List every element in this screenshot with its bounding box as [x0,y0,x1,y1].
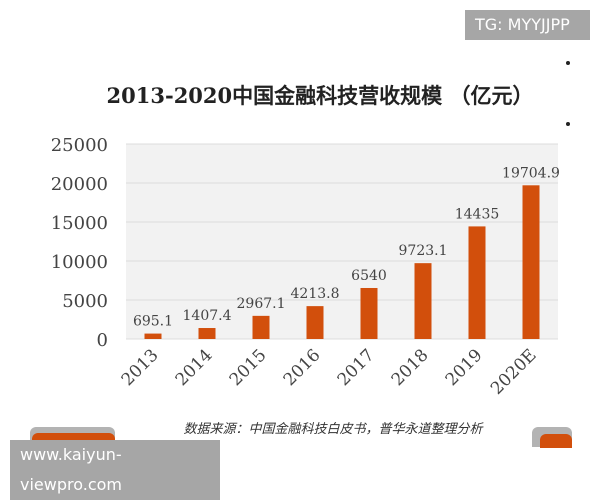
x-tick-label: 2014 [172,345,217,390]
chart-title: 2013-2020中国金融科技营收规模 （亿元） [107,83,534,108]
bar-2019 [468,226,486,339]
value-label: 6540 [351,268,387,284]
value-label: 4213.8 [291,286,340,302]
x-tick-label: 2017 [334,345,379,390]
x-tick-label: 2013 [118,345,163,390]
x-tick-label: 2019 [442,345,487,390]
bullet-dot [566,122,570,126]
bar-2020E [522,185,540,339]
y-tick-label: 0 [97,330,108,351]
x-tick-label: 2020E [487,345,541,399]
bar-2014 [198,328,216,339]
y-tick-label: 5000 [62,291,108,312]
value-label: 2967.1 [237,296,286,312]
bar-2017 [360,287,378,339]
bar-2013 [144,333,162,339]
y-tick-label: 15000 [51,213,108,234]
decoration-tab [540,434,572,448]
y-tick-label: 20000 [51,174,108,195]
value-label: 19704.9 [502,165,560,181]
bar-2015 [252,315,270,339]
x-tick-label: 2015 [226,345,271,390]
value-label: 695.1 [133,314,173,330]
bar-chart: 2013-2020中国金融科技营收规模 （亿元） 695.1 1407.4 2967… [51,83,560,437]
watermark-bottom: www.kaiyun-viewpro.com [10,440,220,500]
bar-2018 [414,263,432,339]
value-label: 1407.4 [183,308,232,324]
y-tick-label: 10000 [51,252,108,273]
y-tick-label: 25000 [51,135,108,156]
bullet-dot [566,61,570,65]
x-tick-label: 2018 [388,345,433,390]
value-label: 9723.1 [399,243,448,259]
plot-area [126,144,558,339]
source-note: 数据来源：中国金融科技白皮书，普华永道整理分析 [183,421,484,437]
x-tick-label: 2016 [280,345,325,390]
bar-2016 [306,306,324,339]
watermark-top: TG: MYYJJPP [465,10,590,40]
value-label: 14435 [455,206,500,222]
